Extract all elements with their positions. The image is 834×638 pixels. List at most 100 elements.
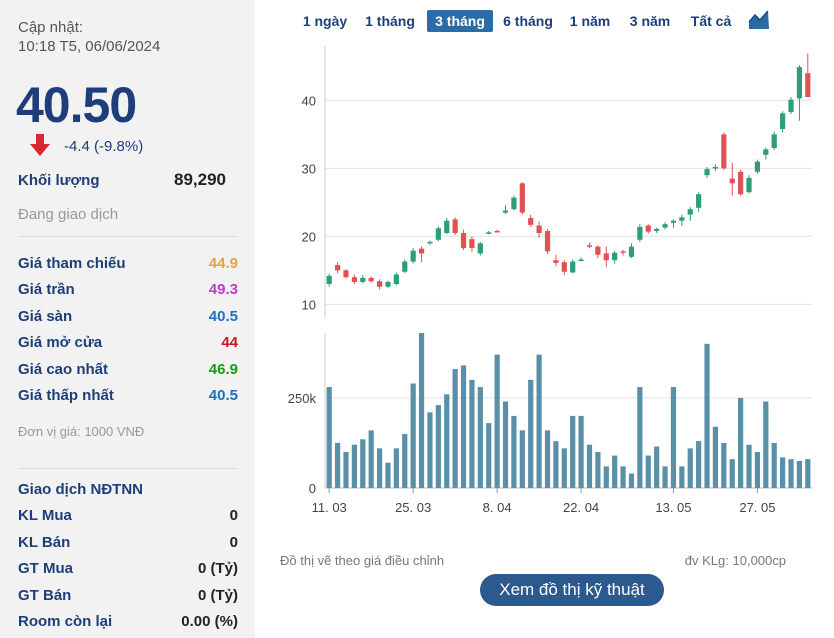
price-label: Giá thấp nhất: [18, 387, 114, 404]
tab-period[interactable]: 1 năm: [569, 13, 611, 29]
price-value: 44.9: [208, 255, 238, 272]
candle-body: [544, 230, 551, 252]
volume-bar: [612, 455, 618, 488]
price-value: 40.5: [208, 308, 238, 325]
volume-bar: [452, 369, 458, 488]
candle-body: [612, 252, 618, 261]
price-value: 46.9: [208, 361, 238, 378]
chart-type-icon[interactable]: [748, 10, 770, 35]
stock-summary-panel: Cập nhật: 10:18 T5, 06/06/2024 40.50 -4.…: [0, 0, 255, 638]
foreign-title: Giao dịch NĐTNN: [18, 481, 144, 498]
volume-bar: [494, 354, 500, 488]
candle-body: [486, 232, 492, 234]
chart-note-volume-unit: đv KLg: 10,000cp: [684, 553, 786, 568]
candle-body: [712, 167, 719, 169]
volume-bar: [486, 423, 492, 488]
divider: [18, 236, 238, 237]
volume-bar: [788, 459, 794, 488]
price-change: -4.4 (-9.8%): [64, 138, 144, 155]
x-tick-label: 8. 04: [483, 500, 512, 515]
volume-bar: [620, 466, 626, 488]
volume-bar: [645, 455, 651, 488]
x-tick-label: 22. 04: [563, 500, 599, 515]
candle-body: [393, 274, 399, 284]
volume-bar: [586, 444, 593, 488]
volume-bar: [746, 444, 752, 488]
volume-tick-label: 0: [309, 481, 316, 496]
chart-note-adjusted: Đồ thị vẽ theo giá điều chỉnh: [280, 553, 445, 568]
candle-body: [796, 67, 803, 99]
x-tick-label: 11. 03: [312, 500, 347, 515]
volume-bar: [469, 379, 475, 488]
volume-bar: [771, 442, 777, 488]
volume-bar: [721, 442, 727, 488]
tab-period[interactable]: 6 tháng: [503, 13, 553, 29]
technical-chart-button[interactable]: Xem đồ thị kỹ thuật: [480, 574, 664, 606]
volume-bar: [595, 451, 601, 488]
candle-body: [780, 113, 786, 129]
current-price: 40.50: [16, 77, 137, 133]
price-label: Giá tham chiếu: [18, 255, 126, 272]
candle-body: [553, 260, 559, 263]
tab-period[interactable]: 3 tháng: [427, 10, 493, 32]
volume-bar: [460, 365, 467, 488]
candle-body: [746, 177, 752, 193]
volume-bar: [393, 448, 399, 488]
candle-body: [402, 261, 408, 272]
candle-body: [687, 209, 693, 215]
candle-body: [528, 218, 534, 225]
candle-body: [628, 246, 635, 257]
volume-bar: [334, 442, 341, 488]
volume-bar: [368, 430, 374, 488]
volume-bar: [570, 415, 576, 488]
candle-body: [410, 250, 416, 262]
tab-period[interactable]: 1 ngày: [302, 13, 348, 29]
candle-body: [360, 277, 366, 282]
candle-body: [578, 259, 584, 262]
candle-body: [418, 248, 425, 254]
foreign-label: KL Bán: [18, 534, 71, 551]
x-tick-label: 13. 05: [655, 500, 691, 515]
volume-bar: [603, 466, 609, 488]
volume-label: Khối lượng: [18, 172, 100, 189]
update-time: 10:18 T5, 06/06/2024: [18, 38, 161, 55]
tab-period[interactable]: Tất cả: [690, 13, 732, 29]
price-label: Giá cao nhất: [18, 361, 109, 378]
candle-body: [637, 226, 643, 240]
volume-bar: [536, 354, 542, 488]
foreign-value: 0 (Tỷ): [197, 560, 238, 577]
divider: [18, 468, 238, 469]
volume-bar: [628, 473, 635, 488]
foreign-value: 0: [229, 534, 238, 551]
candle-body: [620, 251, 626, 253]
candle-body: [763, 149, 769, 155]
foreign-value: 0: [229, 507, 238, 524]
volume-bar: [679, 466, 685, 488]
candle-body: [494, 230, 500, 233]
volume-bar: [351, 444, 357, 488]
volume-bar: [410, 383, 416, 488]
volume-bar: [376, 448, 383, 488]
candle-body: [427, 241, 433, 244]
price-value: 44: [221, 334, 238, 351]
update-label: Cập nhật:: [18, 19, 84, 36]
down-arrow-icon: [30, 134, 50, 161]
candle-body: [570, 261, 576, 273]
candle-body: [645, 225, 651, 232]
price-tick-label: 10: [302, 297, 316, 312]
candle-body: [654, 228, 660, 231]
volume-value: 89,290: [174, 170, 226, 189]
candle-body: [326, 275, 332, 284]
candle-body: [729, 178, 735, 184]
candle-body: [603, 253, 609, 261]
tab-period[interactable]: 1 tháng: [365, 13, 415, 29]
volume-bar: [502, 401, 509, 488]
candle-body: [519, 183, 525, 213]
volume-bar: [670, 387, 677, 488]
candle-body: [444, 220, 450, 233]
volume-bar: [402, 433, 408, 488]
tab-period[interactable]: 3 năm: [629, 13, 671, 29]
volume-bar: [687, 448, 693, 488]
candle-body: [805, 73, 811, 97]
volume-bar: [418, 333, 425, 488]
